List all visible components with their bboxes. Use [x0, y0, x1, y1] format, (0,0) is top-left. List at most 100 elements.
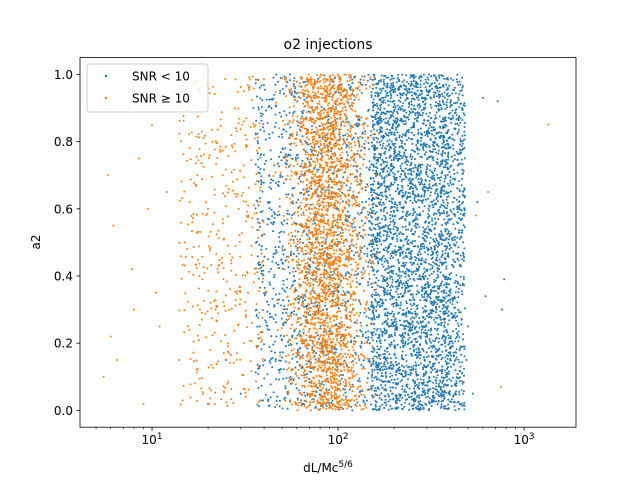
data-point — [334, 103, 337, 105]
data-point — [462, 139, 464, 142]
data-point — [317, 168, 320, 171]
data-point — [440, 203, 443, 206]
data-point — [374, 212, 377, 215]
data-point — [427, 213, 430, 215]
data-point — [434, 114, 437, 117]
data-point — [463, 212, 466, 215]
data-point — [425, 356, 428, 358]
data-point — [450, 385, 453, 388]
data-point — [409, 180, 412, 183]
data-point — [422, 199, 425, 202]
data-point — [264, 138, 267, 141]
data-point — [465, 359, 468, 361]
data-point — [293, 275, 296, 277]
data-point — [414, 218, 417, 220]
data-point — [438, 361, 440, 364]
data-point — [389, 298, 392, 301]
data-point — [308, 241, 311, 244]
data-point — [407, 137, 410, 139]
data-point — [446, 174, 449, 176]
data-point — [411, 312, 414, 315]
data-point — [383, 355, 386, 358]
data-point — [399, 164, 402, 167]
data-point — [402, 369, 405, 372]
data-point — [415, 407, 418, 410]
data-point — [425, 268, 428, 271]
data-point — [356, 281, 358, 284]
data-point — [377, 197, 380, 200]
data-point — [383, 327, 386, 330]
data-point — [435, 263, 438, 266]
data-point — [405, 261, 408, 264]
data-point — [279, 174, 282, 177]
data-point — [399, 203, 402, 206]
data-point — [430, 316, 433, 319]
data-point — [459, 151, 462, 154]
data-point — [395, 373, 397, 376]
data-point — [386, 144, 389, 147]
data-point — [410, 395, 413, 398]
data-point — [346, 215, 349, 217]
data-point — [284, 321, 287, 324]
data-point — [456, 187, 459, 190]
data-point — [392, 325, 395, 328]
data-point — [373, 248, 376, 251]
data-point — [288, 213, 291, 216]
data-point — [452, 223, 455, 226]
data-point — [433, 169, 436, 172]
data-point — [378, 301, 381, 303]
data-point — [437, 209, 440, 212]
data-point — [416, 320, 418, 323]
data-point — [413, 117, 416, 120]
data-point — [281, 312, 284, 315]
data-point — [432, 289, 435, 292]
data-point — [408, 223, 411, 226]
data-point — [405, 87, 408, 90]
data-point — [393, 150, 396, 153]
data-point — [444, 338, 447, 341]
data-point — [437, 391, 440, 394]
data-point — [335, 176, 338, 179]
data-point — [285, 193, 288, 196]
data-point — [352, 136, 355, 139]
data-point — [366, 183, 369, 186]
data-point — [458, 408, 460, 410]
data-point — [378, 122, 381, 125]
data-point — [394, 245, 397, 248]
data-point — [379, 328, 382, 331]
data-point — [448, 171, 451, 173]
data-point — [384, 160, 387, 163]
data-point — [390, 200, 393, 203]
data-point — [389, 223, 391, 226]
data-point — [278, 236, 280, 239]
data-point — [381, 256, 384, 259]
data-point — [282, 368, 285, 371]
data-point — [299, 401, 302, 404]
data-point — [454, 102, 457, 105]
data-point — [418, 335, 421, 338]
data-point — [448, 244, 451, 247]
data-point — [396, 110, 398, 113]
data-point — [377, 137, 380, 140]
data-point — [384, 257, 387, 260]
data-point — [463, 256, 466, 259]
data-point — [364, 200, 367, 203]
data-point — [412, 296, 414, 299]
data-point — [307, 312, 310, 315]
data-point — [403, 152, 406, 155]
data-point — [446, 305, 449, 308]
data-point — [449, 106, 452, 108]
data-point — [379, 298, 382, 301]
data-point — [409, 323, 412, 326]
data-point — [344, 272, 347, 275]
data-point — [383, 380, 386, 383]
data-point — [416, 307, 419, 310]
data-point — [450, 354, 453, 357]
data-point — [286, 209, 289, 212]
data-point — [259, 153, 262, 156]
data-point — [458, 200, 460, 203]
data-point — [444, 116, 447, 119]
data-point — [262, 123, 265, 125]
data-point — [376, 187, 379, 190]
data-point — [383, 293, 386, 296]
